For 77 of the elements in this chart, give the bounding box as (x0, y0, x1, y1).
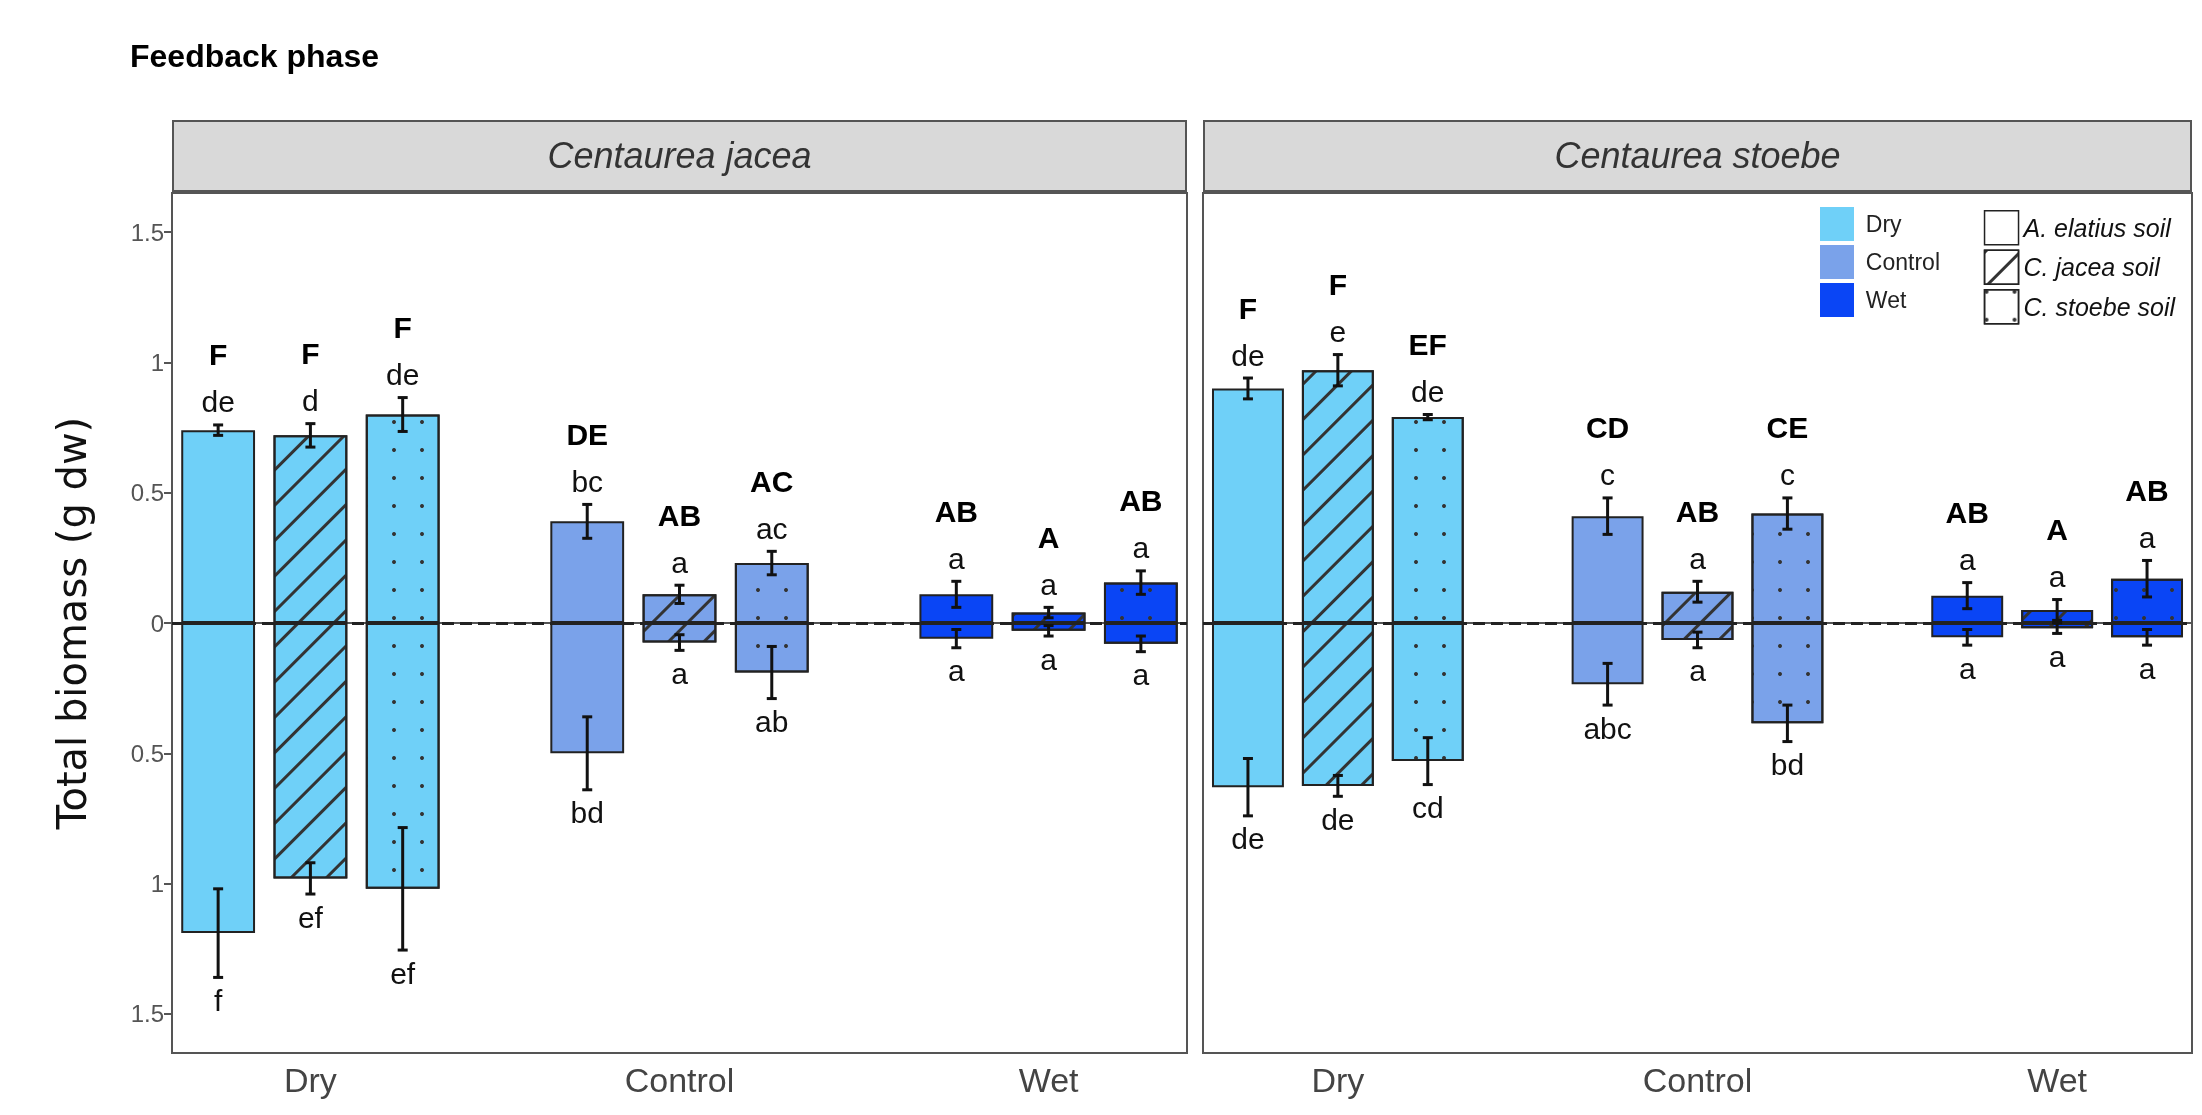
y-tick-label: 0.5 (130, 479, 164, 507)
annotation: DE (566, 417, 609, 451)
data-label: de (385, 358, 420, 392)
annotation: AB (1945, 496, 1989, 530)
data-label: a (671, 656, 689, 690)
data-label: de (201, 385, 235, 419)
data-label: a (2138, 520, 2156, 554)
data-label: a (2138, 651, 2156, 685)
legend-label: C. stoebe soil (2023, 292, 2177, 321)
data-label: a (1689, 541, 1707, 575)
y-tick-label: 1.5 (130, 218, 164, 246)
data-label: de (1411, 375, 1445, 409)
x-tick-label: Wet (2027, 1061, 2088, 1099)
legend-label: C. jacea soil (2023, 253, 2162, 282)
annotation: AB (1119, 484, 1163, 518)
y-tick-label: 1 (150, 870, 164, 898)
annotation: AC (750, 464, 794, 498)
y-tick-label: 1.5 (130, 1000, 164, 1028)
annotation: CD (1585, 411, 1630, 445)
annotation: F (1328, 268, 1348, 302)
chart-title: Centaurea jacea (172, 120, 1187, 192)
x-tick-label: Dry (1311, 1061, 1365, 1099)
y-tick-label: 0.5 (130, 739, 164, 767)
x-tick-label: Wet (1018, 1061, 1080, 1099)
data-label: a (2048, 560, 2066, 594)
annotation: F (301, 337, 320, 371)
legend-label: A. elatius soil (2021, 213, 2173, 242)
data-label: ef (297, 900, 324, 934)
data-label: c (1779, 458, 1795, 492)
data-label: cd (1411, 791, 1444, 825)
data-label: ef (390, 956, 416, 990)
data-label: a (947, 541, 965, 575)
data-label: bd (1770, 748, 1805, 782)
data-label: ab (755, 705, 789, 739)
data-label: a (1958, 543, 1976, 577)
annotation: EF (1408, 328, 1447, 362)
data-label: a (1040, 567, 1058, 601)
text: Feedback phase (130, 38, 379, 75)
annotation: CE (1766, 411, 1809, 445)
data-label: a (1040, 642, 1058, 676)
annotation: A (1037, 520, 1060, 554)
x-tick-label: Dry (283, 1061, 337, 1099)
category-label: Dry (1865, 210, 1902, 237)
category-label: Control (1865, 248, 1940, 275)
data-label: a (2048, 639, 2066, 673)
y-tick-label: 0 (150, 609, 164, 637)
data-label: bd (570, 796, 604, 830)
data-label: de (1321, 802, 1355, 836)
data-label: bc (571, 464, 604, 498)
annotation: AB (657, 498, 702, 532)
y-tick-label: 1 (150, 348, 164, 376)
data-label: de (1231, 822, 1265, 856)
annotation: F (1238, 291, 1258, 325)
data-label: d (302, 384, 319, 418)
category-label: Wet (1865, 286, 1907, 313)
chart-title: Centaurea stoebe (1203, 120, 2192, 192)
data-label: a (1132, 658, 1150, 692)
data-label: ac (755, 511, 788, 545)
x-tick-label: Control (624, 1061, 735, 1099)
data-label: a (947, 654, 965, 688)
annotation: F (208, 338, 228, 372)
annotation: AB (1675, 494, 1720, 528)
data-label: de (1231, 338, 1265, 372)
annotation: F (393, 311, 412, 345)
data-label: f (213, 983, 223, 1017)
annotation: AB (934, 494, 978, 528)
x-tick-label: Control (1642, 1061, 1753, 1099)
data-label: a (1132, 531, 1150, 565)
data-label: a (671, 545, 689, 579)
data-label: abc (1583, 711, 1632, 745)
annotation: A (2046, 513, 2068, 547)
annotation: AB (2125, 473, 2169, 507)
data-label: c (1600, 458, 1616, 492)
data-label: a (1689, 654, 1707, 688)
data-label: a (1958, 651, 1976, 685)
y-axis-title: Total biomass (g dw) (49, 416, 95, 831)
data-label: e (1329, 315, 1347, 349)
